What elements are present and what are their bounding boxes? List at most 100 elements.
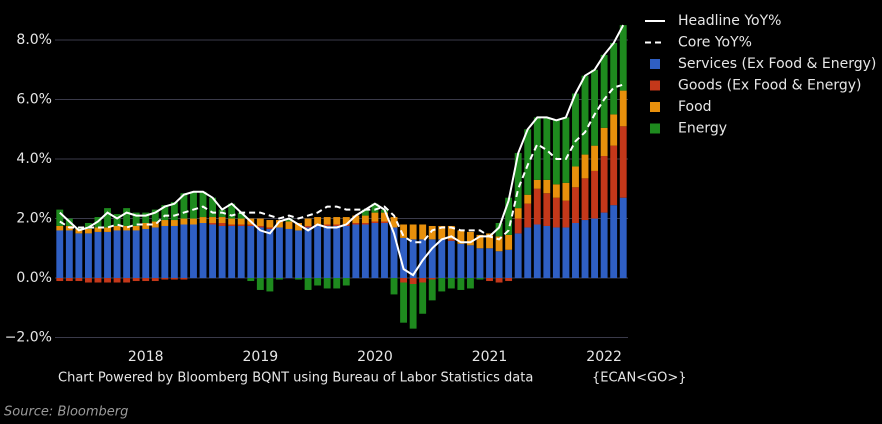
x-tick-label: 2021 [472,349,508,365]
bar [132,230,140,279]
grid [55,39,628,339]
bar [400,237,408,279]
bar [237,218,245,225]
bar [438,225,446,240]
bar [333,278,341,289]
bar [113,214,121,226]
bar [151,209,159,222]
bar [352,223,360,225]
bar [505,249,513,279]
x-tick-label: 2022 [586,349,622,365]
bar [409,239,417,279]
bar [104,208,111,228]
bar [533,179,541,189]
bar [581,75,589,155]
bar [84,228,92,234]
y-tick-label: 6.0% [16,92,52,108]
bar [619,126,627,198]
bar [314,217,322,225]
bar [514,153,522,209]
bar [543,179,551,194]
bar [94,231,102,279]
bar [237,224,245,226]
bar [65,278,73,282]
bar [552,227,560,279]
bar [361,209,369,216]
bar [323,278,331,289]
bar [457,230,465,244]
bar [524,227,532,279]
bar [438,278,446,292]
bar [600,54,608,128]
bar [476,248,484,279]
bar [237,225,245,279]
bar [113,278,121,283]
bar [486,278,493,282]
bar [295,278,302,280]
bar [56,230,64,279]
bar [75,233,83,279]
bar [466,245,474,279]
bar [333,217,341,225]
legend-label: Goods (Ex Food & Energy) [678,78,862,94]
bar [505,197,513,235]
bar [447,278,455,289]
bar [142,278,150,282]
bar [304,225,312,228]
bar [190,224,197,279]
bar [190,218,197,225]
bar [610,205,618,279]
bar [447,239,455,241]
y-tick-label: 0.0% [16,270,52,286]
bar [419,278,427,283]
legend-swatch [650,59,660,69]
bar [161,278,169,280]
bar [438,239,446,279]
bar [275,278,283,280]
bar [161,220,169,226]
bar [591,218,599,279]
bar [342,278,350,286]
bar [323,224,331,226]
bar [619,197,627,279]
bar [533,188,541,225]
y-tick-label: 2.0% [16,211,52,227]
bar [84,233,92,279]
bar [123,208,131,226]
bar [209,223,217,225]
footer-code: {ECAN<GO>} [592,371,687,386]
bar [610,145,618,206]
bar [381,212,388,222]
bar [552,197,560,228]
bars [56,25,627,329]
bar [218,217,226,224]
bar [113,225,121,231]
bar [84,223,92,229]
bar [237,212,245,219]
bar [476,234,484,249]
bar [524,194,532,204]
bar [333,225,341,279]
bar [56,209,64,226]
bar [113,230,121,279]
bar [170,278,178,280]
bar [161,205,169,221]
bar [371,221,379,224]
bar [266,278,274,292]
bar [170,202,178,221]
bar [247,278,255,282]
bar [352,215,360,224]
bar [104,278,111,283]
bar [304,218,312,226]
bar [285,221,293,229]
bar [457,243,465,279]
bar [572,223,579,279]
bar [371,212,379,222]
bar [619,25,627,91]
bar [123,230,131,279]
bar [390,278,398,295]
bar [84,278,92,283]
bar [56,225,64,231]
bar [132,278,140,282]
